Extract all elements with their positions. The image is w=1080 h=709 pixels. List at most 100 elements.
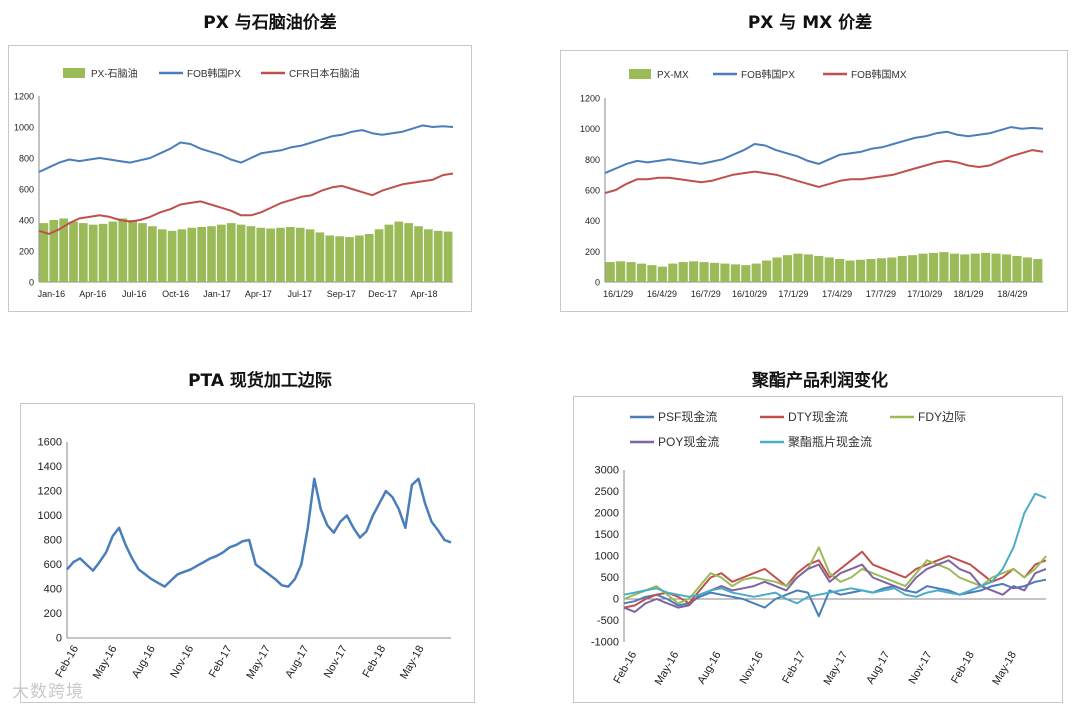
chart2-bar-36 <box>981 252 991 282</box>
chart2-svg: 0 200 400 600 800 1000 1200 16/1/29 16/4/29 16/7/… <box>580 68 1044 299</box>
chart1-bar-10 <box>138 223 147 282</box>
chart1-bar-23 <box>266 228 275 282</box>
chart1-xtick-6: Jul-17 <box>288 289 313 299</box>
chart4-ytick-3: 500 <box>601 572 619 584</box>
chart4-xtick-7: Nov-17 <box>907 650 935 687</box>
chart1-bar-15 <box>187 227 197 282</box>
chart3-ytick-0: 0 <box>56 633 62 645</box>
chart2-bar-4 <box>647 265 657 282</box>
chart1-bar-24 <box>276 227 285 282</box>
chart4-xtick-3: Nov-16 <box>738 650 766 687</box>
chart2-bar-32 <box>939 252 949 282</box>
chart3-ytick-7: 1400 <box>38 461 62 473</box>
chart2-bar-19 <box>803 254 813 282</box>
chart4-ytick-5: 1500 <box>595 529 619 541</box>
chart4-xtick-8: Feb-18 <box>949 650 977 686</box>
chart1-legend-label-0: PX-石脑油 <box>91 67 138 80</box>
chart2-bar-15 <box>762 260 772 282</box>
chart1-xtick-1: Apr-16 <box>79 289 106 299</box>
chart2-legend-label-2: FOB韩国MX <box>851 68 907 81</box>
chart2-ytick-4: 800 <box>585 155 600 165</box>
chart2-bar-11 <box>720 263 730 282</box>
chart1-panel: 0 200 400 600 800 1000 1200 Jan-16 Apr-16 Jul-16 O… <box>8 45 472 312</box>
chart1-bar-2 <box>59 218 68 282</box>
chart4-title: 聚酯产品利润变化 <box>752 371 888 391</box>
chart1-ytick-4: 800 <box>19 154 34 164</box>
chart2-xtick-6: 17/7/29 <box>866 289 896 299</box>
chart1-bar-41 <box>443 231 453 282</box>
chart1-bar-1 <box>49 220 59 282</box>
chart4-ytick-8: 3000 <box>595 465 619 477</box>
chart3-xtick-5: May-17 <box>244 644 273 682</box>
chart3-title: PTA 现货加工边际 <box>188 371 332 391</box>
chart2-bar-5 <box>657 266 667 282</box>
chart2-series-line-2 <box>604 149 1044 195</box>
chart3-xtick-8: Feb-18 <box>360 644 388 680</box>
chart2-xtick-1: 16/4/29 <box>647 289 677 299</box>
chart1-bar-30 <box>335 236 344 282</box>
chart4-xtick-5: May-17 <box>822 650 851 688</box>
chart4-ytick-1: -500 <box>597 615 619 627</box>
chart1-bar-4 <box>79 223 88 282</box>
chart1-bar-19 <box>226 223 236 282</box>
chart4-panel: -1000 -500 0 500 1000 1500 2000 2500 3000 Feb-16 M… <box>573 396 1063 703</box>
chart2-xtick-8: 18/1/29 <box>954 289 984 299</box>
chart1-bar-17 <box>207 226 216 282</box>
chart1-svg: 0 200 400 600 800 1000 1200 Jan-16 Apr-16 Jul-16 O… <box>14 67 454 299</box>
chart4-series-line-3 <box>623 559 1047 613</box>
chart4-xtick-4: Feb-17 <box>780 650 808 686</box>
chart1-series-line-1 <box>38 124 454 173</box>
chart1-series-line-2 <box>38 172 454 235</box>
chart1-bar-26 <box>295 227 305 282</box>
chart2-bar-38 <box>1001 254 1012 282</box>
chart2-xtick-5: 17/4/29 <box>822 289 852 299</box>
chart2-legend-swatch-0 <box>629 69 651 79</box>
chart1-legend-swatch-0 <box>63 68 85 78</box>
chart2-bar-0 <box>605 262 615 282</box>
chart1-bar-6 <box>98 223 108 282</box>
chart2-bar-37 <box>991 253 1001 282</box>
chart1-ytick-0: 0 <box>29 278 34 288</box>
chart2-bar-6 <box>668 263 678 282</box>
chart4-ytick-2: 0 <box>613 594 619 606</box>
chart2-bar-1 <box>616 261 626 282</box>
chart4-ytick-7: 2500 <box>595 486 619 498</box>
chart2-title: PX 与 MX 价差 <box>747 13 873 33</box>
chart1-bar-33 <box>364 233 374 282</box>
chart4-xtick-6: Aug-17 <box>864 650 892 687</box>
chart4-ytick-6: 2000 <box>595 508 619 520</box>
chart3-ytick-2: 400 <box>44 584 62 596</box>
chart1-bar-5 <box>88 224 98 282</box>
chart3-panel: 0 200 400 600 800 1000 1200 1400 1600 Feb-16 May-1… <box>20 403 475 703</box>
chart1-xtick-8: Dec-17 <box>368 289 397 299</box>
chart4-ytick-0: -1000 <box>591 637 619 649</box>
chart2-bar-18 <box>793 253 803 282</box>
chart2-xtick-9: 18/4/29 <box>997 289 1027 299</box>
chart4-series-line-1 <box>623 550 1047 609</box>
chart1-bar-40 <box>433 230 443 282</box>
chart3-xtick-6: Aug-17 <box>283 644 311 681</box>
chart2-bar-34 <box>960 254 970 282</box>
chart2-bar-25 <box>866 259 876 282</box>
chart1-title: PX 与石脑油价差 <box>203 13 337 33</box>
chart4-legend-label-2: FDY边际 <box>918 410 966 424</box>
chart2-ytick-0: 0 <box>595 278 600 288</box>
chart1-bar-34 <box>374 229 384 282</box>
chart2-panel: 0 200 400 600 800 1000 1200 16/1/29 16/4/29 16/7/… <box>560 50 1068 312</box>
chart2-xtick-3: 16/10/29 <box>732 289 767 299</box>
chart2-bar-27 <box>887 257 897 282</box>
chart1-bar-8 <box>118 218 128 282</box>
chart3-ytick-5: 1000 <box>38 510 62 522</box>
chart4-xtick-2: Aug-16 <box>696 650 724 687</box>
chart1-bar-7 <box>108 221 118 282</box>
chart3-svg: 0 200 400 600 800 1000 1200 1400 1600 Feb-16 May-1… <box>38 437 452 682</box>
chart4-xtick-0: Feb-16 <box>611 650 639 686</box>
watermark: 大数跨境 <box>12 682 84 702</box>
chart3-xtick-7: Nov-17 <box>322 644 350 681</box>
chart1-bar-16 <box>197 226 206 282</box>
chart2-bar-35 <box>970 253 980 282</box>
chart2-ytick-5: 1000 <box>580 124 600 134</box>
chart4-series-line-4 <box>623 492 1047 605</box>
chart2-bar-2 <box>626 262 636 282</box>
chart4-legend-label-4: 聚酯瓶片现金流 <box>788 434 872 449</box>
